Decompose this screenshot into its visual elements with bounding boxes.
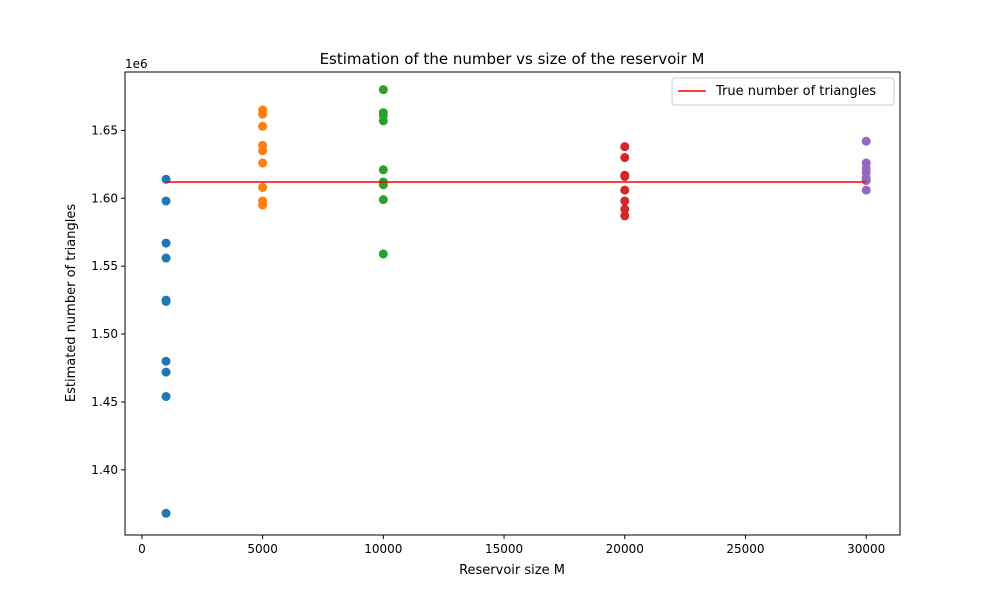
y-tick-label: 1.45 (91, 395, 118, 409)
scatter-point-series0-9 (161, 508, 171, 518)
scatter-point-series1-2 (258, 121, 268, 131)
legend-box (671, 77, 895, 106)
scatter-point-series0-3 (161, 253, 171, 263)
x-tick-label: 25000 (726, 542, 764, 556)
chart-title: Estimation of the number vs size of the … (320, 50, 705, 68)
x-tick-label: 15000 (485, 542, 523, 556)
y-tick-label: 1.40 (91, 463, 118, 477)
legend-entry-true-triangles: True number of triangles (715, 84, 876, 99)
y-tick-label: 1.50 (91, 327, 118, 341)
scatter-point-series3-7 (620, 211, 630, 221)
scatter-point-series2-7 (378, 195, 388, 205)
x-tick-label: 5000 (247, 542, 278, 556)
scatter-point-series1-5 (258, 158, 268, 168)
scatter-point-series0-2 (161, 238, 171, 248)
scatter-point-series3-4 (620, 185, 630, 195)
y-tick-label: 1.55 (91, 259, 118, 273)
scatter-point-series3-5 (620, 196, 630, 206)
scatter-point-series1-6 (258, 182, 268, 192)
scatter-point-series2-3 (378, 116, 388, 126)
y-tick-label: 1.65 (91, 123, 118, 137)
legend: True number of triangles (671, 77, 895, 106)
x-tick-label: 0 (138, 542, 146, 556)
scatter-point-series4-5 (861, 176, 871, 186)
scatter-point-series0-6 (161, 356, 171, 366)
x-tick-label: 10000 (364, 542, 402, 556)
scatter-point-series0-8 (161, 392, 171, 402)
y-axis-label: Estimated number of triangles (64, 204, 79, 402)
plot-frame (124, 71, 901, 536)
scatter-point-series3-6 (620, 204, 630, 214)
scatter-point-series3-1 (620, 153, 630, 163)
scatter-point-series3-3 (620, 172, 630, 182)
scatter-point-series3-0 (620, 142, 630, 152)
x-axis-label: Reservoir size M (459, 563, 565, 578)
scatter-point-series0-5 (161, 296, 171, 306)
scatter-point-series1-1 (258, 109, 268, 119)
x-tick-label: 20000 (606, 542, 644, 556)
plot-marks (161, 85, 871, 518)
scatter-point-series0-1 (161, 196, 171, 206)
scatter-point-series4-6 (861, 185, 871, 195)
x-axis-ticks: 0 5000 10000 15000 20000 25000 30000 (138, 535, 885, 556)
scatter-point-series4-0 (861, 136, 871, 146)
x-tick-label: 30000 (847, 542, 885, 556)
scatter-point-series2-8 (378, 249, 388, 259)
scatter-point-series1-4 (258, 146, 268, 156)
scatter-point-series0-7 (161, 367, 171, 377)
scatter-point-series1-8 (258, 200, 268, 210)
y-tick-label: 1.60 (91, 191, 118, 205)
y-offset-label: 1e6 (125, 57, 148, 71)
y-axis-ticks: 1.40 1.45 1.50 1.55 1.60 1.65 (91, 123, 125, 477)
scatter-point-series2-4 (378, 165, 388, 175)
scatter-point-series2-0 (378, 85, 388, 95)
